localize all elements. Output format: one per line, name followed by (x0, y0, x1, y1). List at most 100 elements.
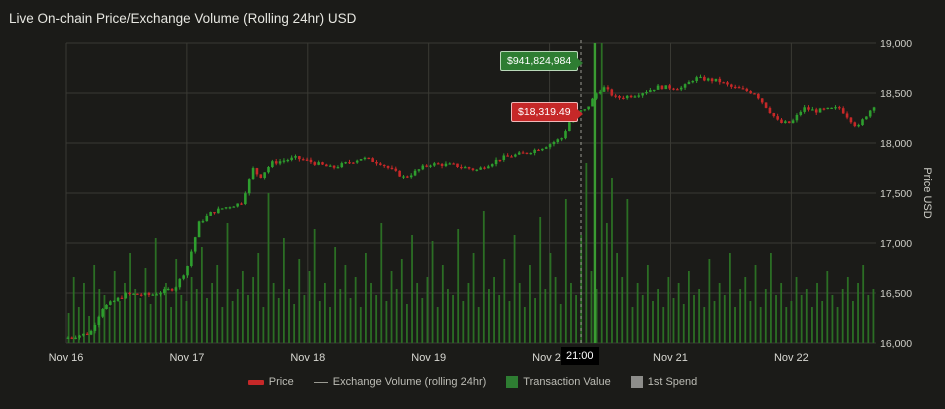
volume-bar (831, 295, 834, 343)
volume-bar (872, 289, 875, 343)
volume-bar (488, 289, 490, 343)
volume-bar (390, 271, 393, 343)
volume-bar (72, 277, 75, 343)
volume-bar (728, 253, 731, 343)
candle-body (271, 161, 274, 167)
volume-bar (421, 298, 424, 343)
candle-body (147, 292, 151, 295)
volume-bar (785, 307, 788, 343)
candle-body (811, 109, 814, 111)
candle-body (490, 164, 494, 167)
candle-body (487, 166, 490, 169)
x-tick-label: Nov 22 (774, 352, 809, 364)
legend-item-transaction-value[interactable]: Transaction Value (506, 376, 611, 388)
candle-body (367, 157, 371, 159)
candle-body (182, 275, 185, 279)
volume-bar (780, 283, 783, 343)
volume-tooltip: $941,824,984 (500, 51, 584, 71)
candle-body (332, 165, 336, 168)
candle-body (595, 93, 598, 99)
volume-bar (431, 241, 434, 343)
candle-body (679, 87, 683, 90)
volume-bar (744, 277, 747, 343)
volume-bar (698, 289, 701, 343)
candle-body (826, 107, 830, 110)
candle-body (753, 93, 756, 95)
y-tick-label: 16,500 (880, 288, 912, 300)
candle-body (502, 155, 506, 160)
candle-body (309, 159, 313, 163)
candle-body (703, 76, 706, 81)
volume-bar (626, 199, 629, 343)
volume-bar (93, 265, 96, 343)
candle-body (143, 292, 147, 295)
candle-body (66, 337, 70, 339)
candle-body (521, 152, 525, 154)
candle-body (841, 108, 845, 114)
volume-bar (477, 307, 480, 343)
volume-bar (134, 289, 137, 343)
candle-body (255, 168, 259, 175)
candle-body (533, 149, 536, 153)
volume-bar (703, 307, 706, 343)
volume-bar (252, 277, 255, 343)
volume-bar (800, 295, 803, 343)
candle-body (286, 159, 290, 162)
volume-bar (406, 304, 408, 343)
candle-body (116, 297, 120, 301)
candle-body (394, 168, 398, 171)
volume-bar (503, 259, 506, 343)
candle-body (344, 162, 347, 164)
candle-body (151, 294, 155, 296)
candle-body (556, 139, 560, 143)
candle-body (197, 221, 201, 238)
candle-body (872, 107, 876, 111)
candle-body (695, 77, 698, 82)
legend-item-price[interactable]: Price (247, 376, 294, 388)
y-tick-label: 17,000 (880, 238, 912, 250)
volume-bar (395, 289, 398, 343)
candle-body (494, 159, 498, 165)
chart-grid (65, 42, 876, 344)
legend-item-exchange-volume[interactable]: Exchange Volume (rolling 24hr) (313, 376, 486, 388)
volume-bar (564, 199, 567, 343)
volume-bar (585, 163, 588, 343)
candle-body (436, 163, 440, 165)
candle-body (838, 107, 841, 109)
candle-body (768, 107, 772, 114)
candle-body (745, 88, 749, 92)
candle-body (97, 316, 101, 325)
volume-bar (631, 307, 634, 343)
candle-body (217, 208, 220, 214)
volume-bar (713, 301, 716, 343)
candle-body (463, 167, 467, 169)
y-tick-label: 17,500 (880, 188, 912, 200)
candle-body (834, 107, 837, 109)
volume-bar (370, 283, 372, 343)
legend-item-first-spend[interactable]: 1st Spend (630, 376, 697, 388)
candle-body (112, 300, 116, 303)
candle-body (583, 109, 587, 111)
volume-bar (867, 295, 870, 343)
candle-body (548, 144, 552, 148)
candle-body (784, 121, 787, 123)
candle-body (186, 265, 189, 276)
candle-body (170, 288, 174, 291)
candle-body (514, 154, 517, 157)
volume-bar (677, 283, 680, 343)
candle-body (313, 162, 317, 165)
volume-bar (231, 301, 234, 343)
candle-body (371, 158, 374, 162)
candle-body (448, 163, 452, 165)
candle-body (220, 208, 224, 210)
volume-bar (693, 295, 695, 343)
volume-bar (493, 277, 495, 343)
candle-body (101, 309, 104, 317)
volume-bar (513, 235, 516, 343)
candle-body (780, 119, 783, 123)
candle-body (417, 169, 421, 171)
candle-body (355, 160, 359, 163)
x-tick-label: Nov 17 (169, 352, 204, 364)
candle-body (799, 111, 803, 115)
